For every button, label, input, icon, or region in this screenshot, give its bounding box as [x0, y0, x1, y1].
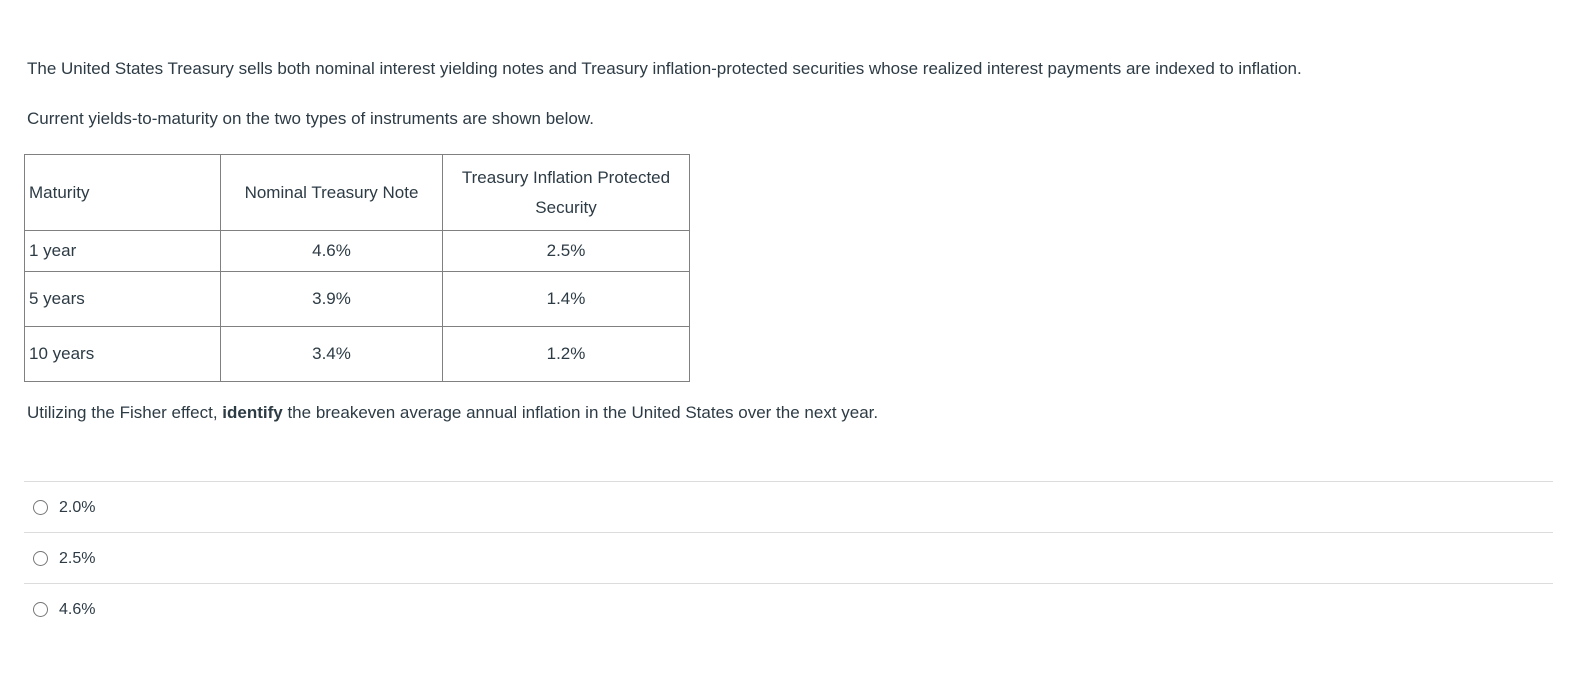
maturity-cell: 10 years [24, 326, 221, 382]
header-nominal-treasury-note: Nominal Treasury Note [220, 154, 443, 231]
maturity-cell: 5 years [24, 271, 221, 327]
question-paragraph-1: The United States Treasury sells both no… [27, 59, 1302, 78]
table-header-row: Maturity Nominal Treasury Note Treasury … [24, 154, 690, 231]
table-row-10-years: 10 years 3.4% 1.2% [24, 326, 690, 382]
radio-button-icon[interactable] [33, 550, 48, 566]
answer-option-label: 2.0% [59, 498, 96, 516]
quiz-question-page: The United States Treasury sells both no… [24, 59, 1553, 634]
prompt-text-prefix: Utilizing the Fisher effect, [27, 403, 223, 422]
answer-option-1[interactable]: 2.0% [24, 481, 1553, 532]
answer-option-3[interactable]: 4.6% [24, 583, 1553, 634]
question-paragraph-2: Current yields-to-maturity on the two ty… [27, 109, 594, 128]
table-row-1-year: 1 year 4.6% 2.5% [24, 230, 690, 272]
header-treasury-inflation-protected-security: Treasury Inflation Protected Security [442, 154, 690, 231]
answer-option-label: 2.5% [59, 549, 96, 567]
prompt-text-suffix: the breakeven average annual inflation i… [282, 403, 879, 422]
tips-yield-cell: 1.4% [442, 271, 690, 327]
header-maturity: Maturity [24, 154, 221, 231]
answer-options-list: 2.0% 2.5% 4.6% [24, 481, 1553, 634]
maturity-cell: 1 year [24, 230, 221, 272]
tips-yield-cell: 1.2% [442, 326, 690, 382]
answer-option-label: 4.6% [59, 600, 96, 618]
nominal-yield-cell: 3.9% [220, 271, 443, 327]
question-prompt: Utilizing the Fisher effect, identify th… [27, 397, 1553, 429]
prompt-bold-word: identify [222, 403, 283, 422]
nominal-yield-cell: 4.6% [220, 230, 443, 272]
nominal-yield-cell: 3.4% [220, 326, 443, 382]
yields-table: Maturity Nominal Treasury Note Treasury … [24, 154, 690, 382]
answer-option-2[interactable]: 2.5% [24, 532, 1553, 583]
table-row-5-years: 5 years 3.9% 1.4% [24, 271, 690, 327]
radio-button-icon[interactable] [33, 601, 48, 617]
radio-button-icon[interactable] [33, 499, 48, 515]
tips-yield-cell: 2.5% [442, 230, 690, 272]
